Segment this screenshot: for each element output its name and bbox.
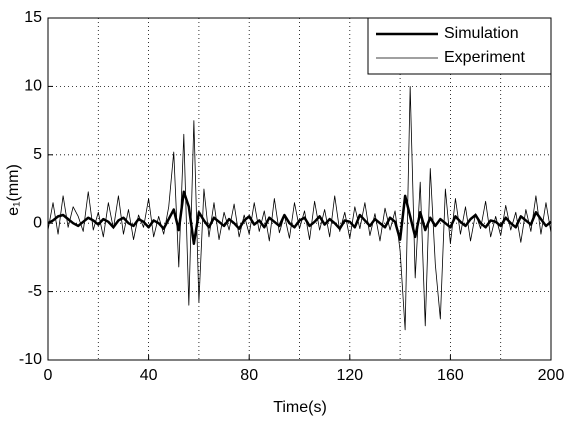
legend-label: Experiment — [444, 49, 525, 66]
series-line — [47, 86, 552, 331]
x-axis-label: Time(s) — [273, 399, 327, 416]
y-tick-label: 10 — [24, 78, 42, 95]
legend-label: Simulation — [444, 25, 519, 42]
x-tick-label: 40 — [140, 367, 158, 384]
y-axis-label: e₁(mm) — [5, 164, 22, 216]
plot-frame — [47, 17, 552, 361]
y-tick-label: -5 — [28, 283, 42, 300]
y-tick-label: -10 — [19, 351, 42, 368]
legend-box — [367, 17, 552, 75]
series-line — [47, 190, 552, 245]
x-tick-label: 200 — [538, 367, 565, 384]
x-tick-label: 80 — [240, 367, 258, 384]
y-tick-label: 0 — [33, 214, 42, 231]
y-tick-label: 15 — [24, 9, 42, 26]
x-tick-label: 160 — [437, 367, 464, 384]
y-tick-label: 5 — [33, 146, 42, 163]
x-tick-label: 0 — [44, 367, 53, 384]
x-tick-label: 120 — [336, 367, 363, 384]
